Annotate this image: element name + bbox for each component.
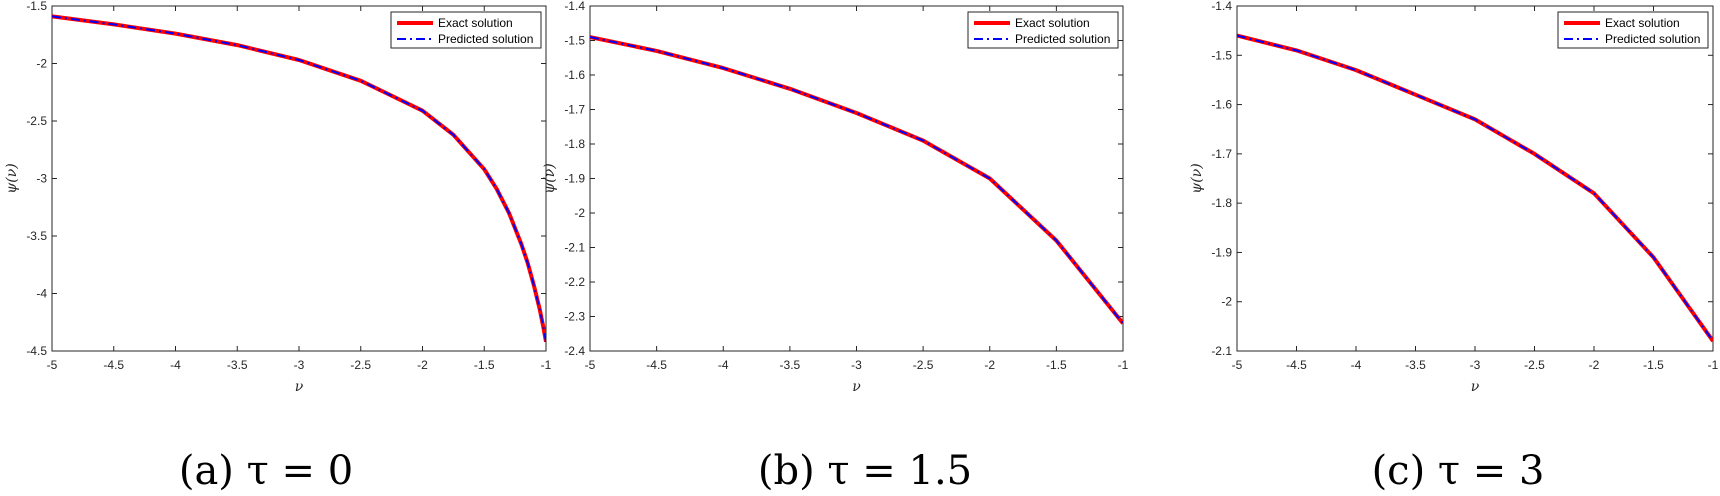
legend: Exact solution Predicted solution [967, 11, 1119, 49]
y-tick-label: -1.8 [564, 137, 585, 151]
chart-panel-2: -5 -4.5 -4 -3.5 -3 -2.5 -2 -1.5 -1 -1.4 -1.5 -1.6 -1… [542, 0, 1129, 494]
y-tick-label: -2.1 [1211, 344, 1232, 358]
x-tick-label: -2 [1589, 358, 1600, 372]
x-tick-label: -3 [851, 358, 862, 372]
y-axis-label: ψ(ν) [542, 163, 558, 193]
x-tick-label: -4 [170, 358, 181, 372]
x-tick-label: -4.5 [103, 358, 124, 372]
x-tick-label: -4 [1351, 358, 1362, 372]
y-tick-label: -2.3 [564, 310, 585, 324]
y-tick-label: -3.5 [26, 229, 47, 243]
x-tick-label: -3 [294, 358, 305, 372]
x-tick-label: -1.5 [1643, 358, 1664, 372]
y-tick-label: -1.6 [564, 68, 585, 82]
chart-panel-1: -5 -4.5 -4 -3.5 -3 -2.5 -2 -1.5 -1-1.5-2-2.5-3-3… [4, 0, 552, 494]
legend-box [967, 11, 1119, 49]
x-tick-label: -5 [585, 358, 596, 372]
y-tick-label: -2.1 [564, 241, 585, 255]
x-tick-label: -4 [718, 358, 729, 372]
y-tick-label: -2.5 [26, 114, 47, 128]
y-tick-label: -2 [1221, 295, 1232, 309]
x-axis-label: ν [1471, 379, 1480, 395]
series-line-predicted [1237, 34, 1713, 342]
plot-area [589, 5, 1124, 352]
y-axis-label: ψ(ν) [4, 163, 20, 193]
x-tick-label: -3.5 [1405, 358, 1426, 372]
y-tick-label: -2 [36, 57, 47, 71]
y-tick-label: -1.9 [1211, 245, 1232, 259]
y-tick-label: -2 [574, 206, 585, 220]
y-tick-label: -1.4 [1211, 0, 1232, 13]
x-tick-label: -1.5 [474, 358, 495, 372]
subfigure-caption: (a) τ = 0 [179, 448, 353, 494]
y-tick-label: -4 [36, 287, 47, 301]
chart-panel-3: -5 -4.5 -4 -3.5 -3 -2.5 -2 -1.5 -1 -1.4 -1.5 -1.6 -1… [1189, 0, 1719, 494]
y-tick-label: -1.9 [564, 172, 585, 186]
x-axis-label: ν [852, 379, 861, 395]
legend-label-exact: Exact solution [1605, 16, 1680, 30]
y-tick-label: -2.4 [564, 344, 585, 358]
x-tick-label: -5 [47, 358, 58, 372]
x-tick-label: -3.5 [227, 358, 248, 372]
y-tick-label: -1.5 [564, 34, 585, 48]
x-tick-label: -1 [541, 358, 552, 372]
x-tick-label: -2.5 [350, 358, 371, 372]
legend-box [390, 11, 542, 49]
x-tick-label: -2 [984, 358, 995, 372]
x-tick-label: -3.5 [780, 358, 801, 372]
x-tick-label: -2.5 [1524, 358, 1545, 372]
x-tick-label: -1 [1708, 358, 1719, 372]
y-tick-label: -1.5 [1211, 48, 1232, 62]
subfigure-caption: (b) τ = 1.5 [758, 448, 972, 494]
y-tick-label: -1.5 [26, 0, 47, 13]
x-tick-label: -3 [1470, 358, 1481, 372]
x-tick-label: -5 [1232, 358, 1243, 372]
y-tick-label: -1.6 [1211, 98, 1232, 112]
subfigure-caption: (c) τ = 3 [1372, 448, 1545, 494]
x-axis-label: ν [295, 379, 304, 395]
y-tick-label: -1.7 [1211, 147, 1232, 161]
series-line-predicted [590, 36, 1123, 325]
x-tick-label: -1 [1118, 358, 1129, 372]
x-tick-label: -2.5 [913, 358, 934, 372]
y-tick-label: -2.2 [564, 275, 585, 289]
plot-area [51, 5, 547, 352]
x-tick-label: -4.5 [646, 358, 667, 372]
legend-label-exact: Exact solution [1015, 16, 1090, 30]
legend: Exact solution Predicted solution [390, 11, 542, 49]
y-tick-label: -3 [36, 172, 47, 186]
series-line-predicted [52, 15, 546, 342]
plot-area [1236, 5, 1714, 352]
legend: Exact solution Predicted solution [1557, 11, 1709, 49]
legend-box [1557, 11, 1709, 49]
legend-label-predicted: Predicted solution [1015, 32, 1110, 46]
x-tick-label: -4.5 [1286, 358, 1307, 372]
y-tick-label: -1.7 [564, 103, 585, 117]
y-tick-label: -4.5 [26, 344, 47, 358]
legend-label-exact: Exact solution [438, 16, 513, 30]
y-axis-label: ψ(ν) [1189, 163, 1205, 193]
legend-label-predicted: Predicted solution [1605, 32, 1700, 46]
x-tick-label: -1.5 [1046, 358, 1067, 372]
x-tick-label: -2 [417, 358, 428, 372]
y-tick-label: -1.8 [1211, 196, 1232, 210]
y-tick-label: -1.4 [564, 0, 585, 13]
legend-label-predicted: Predicted solution [438, 32, 533, 46]
